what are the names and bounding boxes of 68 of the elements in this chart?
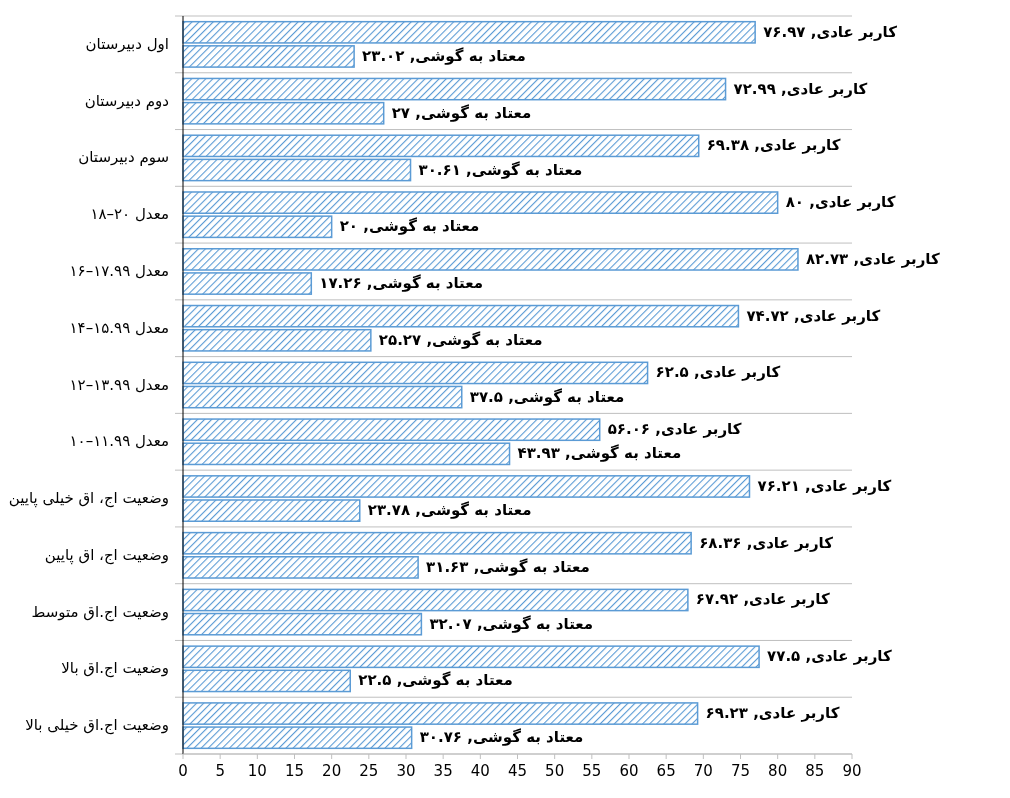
data-label: کاربر عادی, ۷۷.۵ <box>767 647 892 666</box>
x-tick-label: 10 <box>247 762 267 780</box>
x-tick-label: 80 <box>768 762 788 780</box>
data-label: معتاد به گوشی, ۳۷.۵ <box>469 387 625 406</box>
x-tick-label: 15 <box>284 762 305 780</box>
bar <box>182 361 649 385</box>
y-tick-label: وضعیت اج.اق خیلی بالا <box>25 716 169 736</box>
bar <box>182 612 423 636</box>
x-tick-label: 40 <box>470 762 490 780</box>
data-label: معتاد به گوشی, ۳۰.۶۱ <box>418 160 583 179</box>
y-tick-label: وضعیت اج.اق متوسط <box>31 602 169 622</box>
x-tick-label: 5 <box>215 762 225 780</box>
bar <box>182 158 412 182</box>
data-label: معتاد به گوشی, ۳۱.۶۳ <box>426 557 590 576</box>
y-tick-label: معدل ۱۳.۹۹–۱۲ <box>69 375 169 394</box>
data-label: معتاد به گوشی, ۲۳.۰۲ <box>362 46 526 65</box>
data-label: کاربر عادی, ۶۹.۲۳ <box>705 704 840 723</box>
y-tick-label: معدل ۱۵.۹۹–۱۴ <box>69 318 169 337</box>
x-tick-label: 55 <box>582 762 602 780</box>
data-label: کاربر عادی, ۵۶.۰۶ <box>607 420 742 439</box>
data-label: کاربر عادی, ۷۶.۹۷ <box>763 22 898 41</box>
x-tick-label: 45 <box>507 762 528 780</box>
bar <box>182 77 727 101</box>
x-tick-label: 50 <box>545 762 565 780</box>
data-label: کاربر عادی, ۶۸.۳۶ <box>699 533 834 552</box>
x-tick-label: 90 <box>842 762 862 780</box>
bar <box>182 134 700 158</box>
y-tick-label: دوم دبیرستان <box>84 91 169 110</box>
y-tick-label: معدل ۱۱.۹۹–۱۰ <box>69 432 169 451</box>
y-tick-label: اول دبیرستان <box>85 34 169 53</box>
bar <box>182 385 463 409</box>
data-label: کاربر عادی, ۷۴.۷۲ <box>746 306 881 325</box>
data-label: معتاد به گوشی, ۲۰ <box>339 217 480 236</box>
data-label: معتاد به گوشی, ۲۵.۲۷ <box>378 330 543 349</box>
data-label: کاربر عادی, ۷۲.۹۹ <box>733 79 868 98</box>
x-tick-label: 85 <box>805 762 825 780</box>
data-label: کاربر عادی, ۶۹.۳۸ <box>706 136 841 155</box>
x-tick-label: 20 <box>322 762 342 780</box>
data-label: معتاد به گوشی, ۱۷.۲۶ <box>319 274 483 293</box>
data-label: کاربر عادی, ۶۲.۵ <box>655 363 781 382</box>
data-label: معتاد به گوشی, ۳۰.۷۶ <box>419 728 584 747</box>
data-label: معتاد به گوشی, ۴۳.۹۳ <box>517 444 682 463</box>
bar <box>182 669 351 693</box>
data-label: معتاد به گوشی, ۲۷ <box>391 103 532 122</box>
x-tick-label: 25 <box>359 762 379 780</box>
data-label: کاربر عادی, ۸۰ <box>785 193 896 212</box>
y-tick-label: وضعیت اج، اق پایین <box>44 545 169 565</box>
data-label: کاربر عادی, ۸۲.۷۳ <box>805 249 940 268</box>
x-tick-label: 65 <box>656 762 676 780</box>
data-label: معتاد به گوشی, ۲۲.۵ <box>358 671 513 690</box>
x-tick-label: 35 <box>433 762 453 780</box>
y-tick-label: معدل ۱۷.۹۹–۱۶ <box>69 261 169 280</box>
x-tick-label: 70 <box>693 762 713 780</box>
y-tick-label: سوم دبیرستان <box>78 148 169 167</box>
x-tick-label: 30 <box>396 762 416 780</box>
data-label: معتاد به گوشی, ۲۳.۷۸ <box>367 501 532 520</box>
bar <box>182 101 385 125</box>
x-tick-label: 75 <box>730 762 751 780</box>
data-label: معتاد به گوشی, ۳۲.۰۷ <box>429 614 594 633</box>
bar <box>182 645 760 669</box>
y-tick-label: وضعیت اج، اق خیلی پایین <box>8 489 169 509</box>
data-label: کاربر عادی, ۶۷.۹۲ <box>695 590 830 609</box>
bar <box>182 588 689 612</box>
x-tick-label: 60 <box>619 762 639 780</box>
data-label: کاربر عادی, ۷۶.۲۱ <box>757 476 892 495</box>
y-tick-label: معدل ۲۰–۱۸ <box>90 205 169 224</box>
x-tick-label: 0 <box>178 762 188 780</box>
y-tick-label: وضعیت اج.اق بالا <box>61 659 169 679</box>
